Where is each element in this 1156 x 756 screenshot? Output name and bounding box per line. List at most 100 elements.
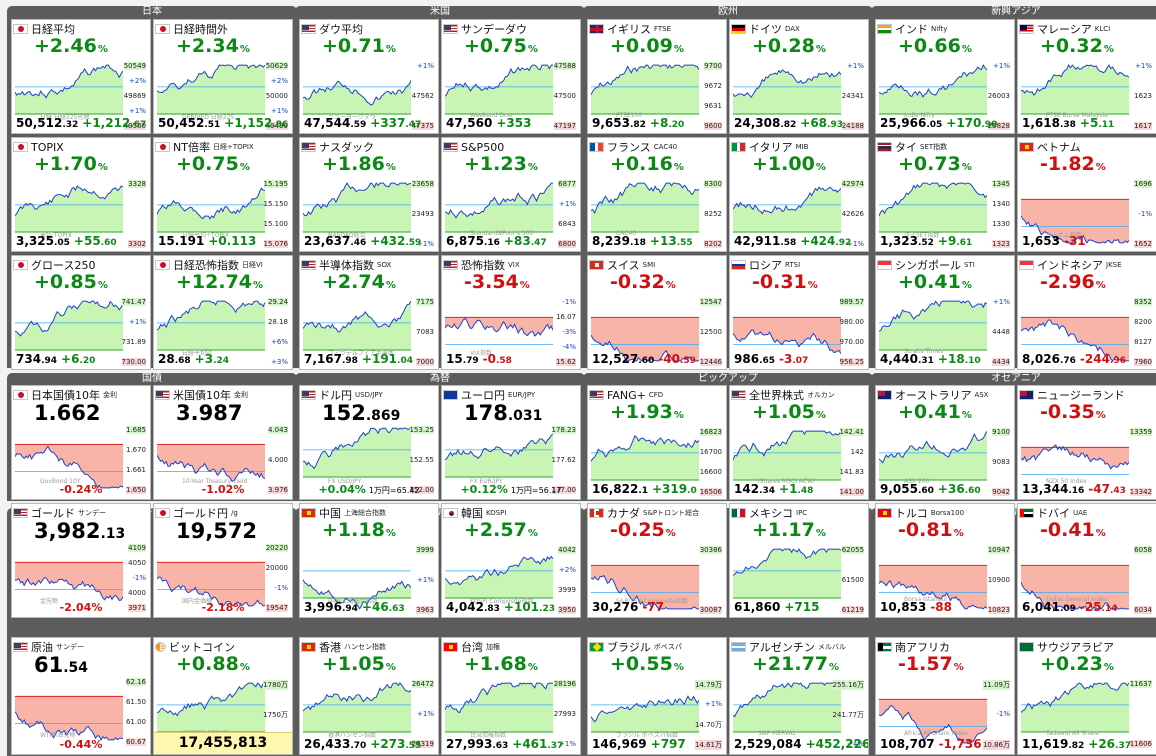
market-cell[interactable]: 韓国 KOSPI +2.57% KOSPI Composite指数 4042 +2% 399… bbox=[441, 503, 581, 618]
market-cell[interactable]: NT倍率 日経÷TOPIX +0.75% 日経平均÷TOPIX 15.195 15.150… bbox=[153, 137, 293, 252]
market-cell[interactable]: ナスダック +1.86% NASDAQ総合 23658 23493 +1% 23,637.4… bbox=[299, 137, 439, 252]
diff-main: +424 bbox=[800, 234, 836, 248]
market-cell[interactable]: サウジアラビア +0.23% Tadawul All Share 11637 11606… bbox=[1017, 637, 1156, 755]
axis-label: 7175 bbox=[416, 298, 434, 306]
axis-label: 1340 bbox=[992, 200, 1010, 208]
market-cell[interactable]: ユーロ円 EUR/JPY 178.031 FX EUR/JPY 178.23 177.62… bbox=[441, 385, 581, 500]
footer-change: -0.44% bbox=[60, 738, 103, 751]
market-cell[interactable]: S&P500 +1.23% Standard&Poor's 500 6877 +1% 68… bbox=[441, 137, 581, 252]
axis-label: 731.89 bbox=[121, 338, 147, 346]
market-name: 南アフリカ bbox=[895, 641, 950, 654]
market-cell[interactable]: インドネシア JKSE -2.96% 8352 8200 8127 7960 8,026.76… bbox=[1017, 255, 1156, 370]
market-cell[interactable]: ゴールド サンデー 3,982.13 金先物 4109 4050 -1% 4000 3971 -2… bbox=[11, 503, 151, 618]
market-cell[interactable]: 半導体指数 SOX +2.74% フィラデルフィア半導体 7175 7083 7000 7,1… bbox=[299, 255, 439, 370]
axis-label: +1% bbox=[129, 318, 146, 326]
market-cell[interactable]: フランス CAC40 +0.16% CAC40 8300 8252 8202 8,239.18… bbox=[587, 137, 727, 252]
chart-watermark: GovBond 10Y bbox=[40, 478, 81, 485]
market-cell[interactable]: グロース250 +0.85% 741.47 +1% 731.89 730.00 734.94… bbox=[11, 255, 151, 370]
axis-label: 4042 bbox=[558, 546, 576, 554]
market-cell[interactable]: 日本国債10年 金利 1.662 GovBond 10Y 1.685 1.670 1.661… bbox=[11, 385, 151, 500]
market-cell[interactable]: シンガポール STI +0.41% Straits Times +1% 4448 4434 4… bbox=[875, 255, 1015, 370]
market-cell[interactable]: 全世界株式 オルカン +1.05% iShares MSCI ACWI 142.41 14… bbox=[729, 385, 869, 500]
market-subname: 金利 bbox=[103, 391, 117, 399]
market-cell[interactable]: 日経平均 +2.46% 日経 日経225先物 50549 +2% 49869 +1% 4950… bbox=[11, 19, 151, 134]
price-line bbox=[591, 434, 699, 462]
change-value: +1.93 bbox=[610, 401, 673, 423]
market-cell[interactable]: ゴールド円/g 19,572 国内金価格 20220 20000 -1% 19547 -2.1… bbox=[153, 503, 293, 618]
market-cell[interactable]: 南アフリカ -1.57% Africa All Share Index 11.09万 -… bbox=[875, 637, 1015, 755]
axis-label: 6034 bbox=[1134, 606, 1152, 614]
cell-header: インドネシア JKSE bbox=[1019, 258, 1122, 272]
market-cell[interactable]: ベトナム -1.82% ベトナム指数 1696 -1% 1652 1,653 -31 bbox=[1017, 137, 1156, 252]
group-title: コモディティ bbox=[122, 508, 182, 519]
market-cell[interactable]: マレーシア KLCI +0.32% FTSE Bursa Malaysia +1% 162… bbox=[1017, 19, 1156, 134]
market-cell[interactable]: イタリア MIB +1.00% 42974 42626 +1% 42,911.58 +424.… bbox=[729, 137, 869, 252]
market-name: 香港 bbox=[319, 641, 341, 654]
price-diff: -3.07 bbox=[779, 352, 808, 366]
market-cell[interactable]: TOPIX +1.70% 東証 TOPIX 3328 3302 3,325.05 +55.6… bbox=[11, 137, 151, 252]
market-cell[interactable]: ドル円 USD/JPY 152.869 FX USD/JPY 153.25 152.55 1… bbox=[299, 385, 439, 500]
flag-icon bbox=[155, 24, 170, 34]
market-cell[interactable]: トルコ Borsa100 -0.81% Borsa Istanbul 10947 1090… bbox=[875, 503, 1015, 618]
market-name: ナスダック bbox=[319, 141, 374, 154]
market-cell[interactable]: メキシコ IPC +1.17% 62055 61500 61219 61,860 +715 bbox=[729, 503, 869, 618]
market-cell[interactable]: 恐怖指数 VIX -3.54% VIX指数 -1% 16.07 -3% -4% 15.62 15.… bbox=[441, 255, 581, 370]
diff-decimal: .10 bbox=[964, 356, 981, 366]
flag-icon bbox=[301, 24, 316, 34]
price-line bbox=[15, 300, 123, 337]
price-line bbox=[157, 64, 265, 94]
market-cell[interactable]: 台湾 加権 +1.68% 台湾加権指数 28196 27993 +1% 27,993.63 +4… bbox=[441, 637, 581, 755]
axis-label: 8202 bbox=[704, 240, 722, 248]
market-cell[interactable]: 原油 サンデー 61.54 WTI原油先物 62.16 61.50 61.00 60.67 -0… bbox=[11, 637, 151, 755]
chart-area bbox=[15, 444, 123, 488]
price-chart bbox=[591, 316, 699, 362]
market-cell[interactable]: ドバイ UAE -0.41% Dubai General Index 6058 6034 6… bbox=[1017, 503, 1156, 618]
market-cell[interactable]: 中国 上海総合指数 +1.18% 中国 上海総合指数 3999 +1% 3963 3,996.… bbox=[299, 503, 439, 618]
change-unit: % bbox=[953, 662, 964, 673]
cell-header: イギリス FTSE bbox=[589, 22, 671, 36]
chart-area bbox=[1021, 683, 1129, 733]
chart-area bbox=[303, 683, 411, 733]
market-cell[interactable]: スイス SMI -0.32% 12547 12500 12446 12,527.60 -40.… bbox=[587, 255, 727, 370]
chart-area bbox=[591, 65, 699, 115]
axis-label: -1% bbox=[132, 574, 146, 582]
market-cell[interactable]: カナダ S&Pトロント総合 -0.25% S&P/TSX Composite指数 303… bbox=[587, 503, 727, 618]
axis-label: 16506 bbox=[699, 488, 722, 496]
market-cell[interactable]: オーストラリア ASX +0.41% ASX 200 9100 9083 9042 9,055… bbox=[875, 385, 1015, 500]
market-cell[interactable]: インド Nifty +0.66% India Nifty +1% 26003 25828 25… bbox=[875, 19, 1015, 134]
group-title: 北東アジア bbox=[415, 508, 465, 519]
market-cell[interactable]: タイ SET指数 +0.73% タイSET指数 1345 1340 1330 1323 1,32… bbox=[875, 137, 1015, 252]
market-cell[interactable]: FANG+ CFD +1.93% 16823 16700 16600 16506 16,822… bbox=[587, 385, 727, 500]
price-line bbox=[303, 579, 411, 610]
market-cell[interactable]: ニュージーランド -0.35% NZX 50 Index 13359 13342 13,3… bbox=[1017, 385, 1156, 500]
market-cell[interactable]: 米国債10年 金利 3.987 10-Year Treasury Yield 4.043… bbox=[153, 385, 293, 500]
change-unit: % bbox=[527, 162, 538, 173]
change-percent: +0.16% bbox=[610, 153, 684, 179]
market-cell[interactable]: アルゼンチン メルバル +21.77% S&P MERVAL 255.16万 241.77… bbox=[729, 637, 869, 755]
market-name: イギリス bbox=[607, 23, 651, 36]
market-cell[interactable]: ブラジル ボベスパ +0.55% ブラジル ボベスパ指数 14.79万 +1% 14.70万… bbox=[587, 637, 727, 755]
market-cell[interactable]: イギリス FTSE +0.09% FTSE100 9700 9672 9631 9600 9,6… bbox=[587, 19, 727, 134]
price-chart bbox=[445, 682, 553, 733]
diff-decimal: .14 bbox=[1101, 604, 1118, 614]
price-chart bbox=[1021, 564, 1129, 610]
market-cell[interactable]: ₿ビットコイン+0.88%CRYPTO BTC/JPY1780万1750万173… bbox=[153, 637, 293, 755]
market-name: タイ bbox=[895, 141, 917, 154]
change-value: -0.35 bbox=[1040, 401, 1095, 423]
market-cell[interactable]: 日経恐怖指数 日経VI +12.74% 日経平均VI 29.24 28.18 +6% +3% 2… bbox=[153, 255, 293, 370]
market-cell[interactable]: サンデーダウ +0.75% Weekend Dow 47588 47500 47197 47… bbox=[441, 19, 581, 134]
market-cell[interactable]: 香港 ハンセン指数 +1.05% 香港ハンセン指数 26472 +1% 26319 26,43… bbox=[299, 637, 439, 755]
cell-header: ロシア RTSI bbox=[731, 258, 800, 272]
price-chart bbox=[879, 64, 987, 115]
market-cell[interactable]: 日経時間外 +2.34% DERIVED 日経225 50629 +2% 50000 +1%… bbox=[153, 19, 293, 134]
market-cell[interactable]: ドイツ DAX +0.28% +1% 24341 24188 24,308.82 +68.93 bbox=[729, 19, 869, 134]
footer-row: -0.44% bbox=[12, 738, 150, 751]
footer-row: 27,993.63 +461.37 bbox=[446, 737, 563, 751]
market-cell[interactable]: ロシア RTSI -0.31% 989.57 980.00 970.00 956.25 986… bbox=[729, 255, 869, 370]
price-decimal: .46 bbox=[350, 238, 367, 248]
axis-label: 15.076 bbox=[263, 240, 288, 248]
cell-header: 香港 ハンセン指数 bbox=[301, 640, 386, 654]
market-cell[interactable]: ダウ平均 +0.71% ニューヨークダウ +1% 47562 47375 47,544.59… bbox=[299, 19, 439, 134]
price-line bbox=[15, 711, 123, 741]
